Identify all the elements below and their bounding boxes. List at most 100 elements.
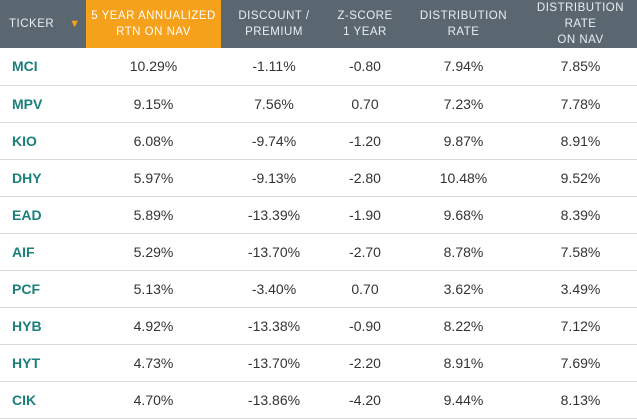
discount-cell: -13.39%	[221, 196, 327, 234]
zscore-column-header[interactable]: Z-SCORE 1 YEAR	[327, 0, 403, 48]
distribution-rate-nav-cell: 8.91%	[524, 122, 637, 160]
distribution-rate-cell: 10.48%	[403, 159, 524, 197]
rtn-cell: 5.29%	[86, 233, 221, 271]
distribution-rate-cell: 8.78%	[403, 233, 524, 271]
distribution-rate-nav-cell: 7.69%	[524, 344, 637, 382]
rtn-header-line1: 5 YEAR ANNUALIZED	[91, 10, 216, 22]
discount-header-line1: DISCOUNT /	[238, 10, 310, 22]
rtn-header-line2: RTN ON NAV	[116, 26, 191, 38]
ticker-cell[interactable]: KIO	[0, 122, 64, 160]
discount-cell: 7.56%	[221, 85, 327, 123]
zscore-cell: 0.70	[327, 270, 403, 308]
dist-header-line1: DISTRIBUTION	[419, 10, 508, 22]
rtn-cell: 6.08%	[86, 122, 221, 160]
arrow-spacer-cell	[64, 48, 86, 86]
ticker-column-header[interactable]: TICKER	[0, 0, 64, 48]
table-row[interactable]: PCF 5.13% -3.40% 0.70 3.62% 3.49%	[0, 270, 637, 308]
distnav-header-line1: DISTRIBUTION RATE	[536, 2, 625, 30]
zscore-cell: -2.80	[327, 159, 403, 197]
discount-cell: -3.40%	[221, 270, 327, 308]
distribution-rate-nav-cell: 3.49%	[524, 270, 637, 308]
discount-cell: -13.70%	[221, 344, 327, 382]
discount-cell: -1.11%	[221, 48, 327, 86]
distribution-rate-cell: 9.68%	[403, 196, 524, 234]
rtn-cell: 10.29%	[86, 48, 221, 86]
table-row[interactable]: MPV 9.15% 7.56% 0.70 7.23% 7.78%	[0, 85, 637, 123]
discount-cell: -13.38%	[221, 307, 327, 345]
ticker-cell[interactable]: PCF	[0, 270, 64, 308]
ticker-cell[interactable]: AIF	[0, 233, 64, 271]
table-row[interactable]: EAD 5.89% -13.39% -1.90 9.68% 8.39%	[0, 196, 637, 234]
discount-cell: -13.86%	[221, 381, 327, 419]
rtn-cell: 9.15%	[86, 85, 221, 123]
rtn-cell: 5.97%	[86, 159, 221, 197]
table-row[interactable]: HYB 4.92% -13.38% -0.90 8.22% 7.12%	[0, 307, 637, 345]
discount-cell: -9.74%	[221, 122, 327, 160]
distribution-rate-nav-cell: 7.78%	[524, 85, 637, 123]
arrow-spacer-cell	[64, 381, 86, 419]
ticker-cell[interactable]: HYT	[0, 344, 64, 382]
table-row[interactable]: AIF 5.29% -13.70% -2.70 8.78% 7.58%	[0, 233, 637, 271]
dist-header-line2: RATE	[447, 26, 480, 38]
table-row[interactable]: KIO 6.08% -9.74% -1.20 9.87% 8.91%	[0, 122, 637, 160]
rtn-cell: 4.73%	[86, 344, 221, 382]
rtn-cell: 5.13%	[86, 270, 221, 308]
rtn-column-header[interactable]: 5 YEAR ANNUALIZED RTN ON NAV	[86, 0, 221, 48]
discount-cell: -13.70%	[221, 233, 327, 271]
zscore-header-line2: 1 YEAR	[343, 26, 387, 38]
rtn-cell: 4.70%	[86, 381, 221, 419]
ticker-cell[interactable]: HYB	[0, 307, 64, 345]
arrow-spacer-cell	[64, 233, 86, 271]
ticker-cell[interactable]: MPV	[0, 85, 64, 123]
rtn-cell: 4.92%	[86, 307, 221, 345]
table-row[interactable]: CIK 4.70% -13.86% -4.20 9.44% 8.13%	[0, 381, 637, 419]
distribution-rate-nav-cell: 9.52%	[524, 159, 637, 197]
arrow-spacer-cell	[64, 270, 86, 308]
distribution-rate-cell: 3.62%	[403, 270, 524, 308]
distnav-header-line2: ON NAV	[557, 34, 604, 46]
distribution-rate-nav-cell: 7.12%	[524, 307, 637, 345]
distribution-rate-cell: 8.22%	[403, 307, 524, 345]
distribution-rate-nav-cell: 8.13%	[524, 381, 637, 419]
zscore-header-line1: Z-SCORE	[337, 10, 393, 22]
zscore-cell: -2.20	[327, 344, 403, 382]
sort-descending-icon[interactable]: ▼	[64, 0, 86, 48]
zscore-cell: -1.20	[327, 122, 403, 160]
table-body: MCI 10.29% -1.11% -0.80 7.94% 7.85% MPV 9.15% 7.…	[0, 48, 637, 419]
arrow-spacer-cell	[64, 122, 86, 160]
ticker-cell[interactable]: MCI	[0, 48, 64, 86]
distribution-rate-cell: 7.23%	[403, 85, 524, 123]
table-header: TICKER ▼ 5 YEAR ANNUALIZED RTN ON NAV DI…	[0, 0, 637, 48]
table-row[interactable]: DHY 5.97% -9.13% -2.80 10.48% 9.52%	[0, 159, 637, 197]
table-row[interactable]: HYT 4.73% -13.70% -2.20 8.91% 7.69%	[0, 344, 637, 382]
zscore-cell: -4.20	[327, 381, 403, 419]
arrow-spacer-cell	[64, 344, 86, 382]
distribution-rate-nav-cell: 7.85%	[524, 48, 637, 86]
discount-header-line2: PREMIUM	[245, 26, 303, 38]
ticker-cell[interactable]: EAD	[0, 196, 64, 234]
discount-cell: -9.13%	[221, 159, 327, 197]
ticker-cell[interactable]: CIK	[0, 381, 64, 419]
distribution-rate-cell: 7.94%	[403, 48, 524, 86]
arrow-spacer-cell	[64, 196, 86, 234]
zscore-cell: -2.70	[327, 233, 403, 271]
rtn-cell: 5.89%	[86, 196, 221, 234]
zscore-cell: -0.80	[327, 48, 403, 86]
distribution-rate-cell: 9.87%	[403, 122, 524, 160]
arrow-spacer-cell	[64, 159, 86, 197]
arrow-spacer-cell	[64, 307, 86, 345]
discount-column-header[interactable]: DISCOUNT / PREMIUM	[221, 0, 327, 48]
distribution-rate-nav-cell: 8.39%	[524, 196, 637, 234]
distribution-rate-nav-cell: 7.58%	[524, 233, 637, 271]
zscore-cell: -1.90	[327, 196, 403, 234]
distribution-rate-cell: 8.91%	[403, 344, 524, 382]
ticker-cell[interactable]: DHY	[0, 159, 64, 197]
zscore-cell: 0.70	[327, 85, 403, 123]
distribution-rate-nav-column-header[interactable]: DISTRIBUTION RATE ON NAV	[524, 0, 637, 48]
distribution-rate-cell: 9.44%	[403, 381, 524, 419]
zscore-cell: -0.90	[327, 307, 403, 345]
table-row[interactable]: MCI 10.29% -1.11% -0.80 7.94% 7.85%	[0, 48, 637, 86]
ticker-header-label: TICKER	[9, 18, 55, 30]
arrow-spacer-cell	[64, 85, 86, 123]
distribution-rate-column-header[interactable]: DISTRIBUTION RATE	[403, 0, 524, 48]
